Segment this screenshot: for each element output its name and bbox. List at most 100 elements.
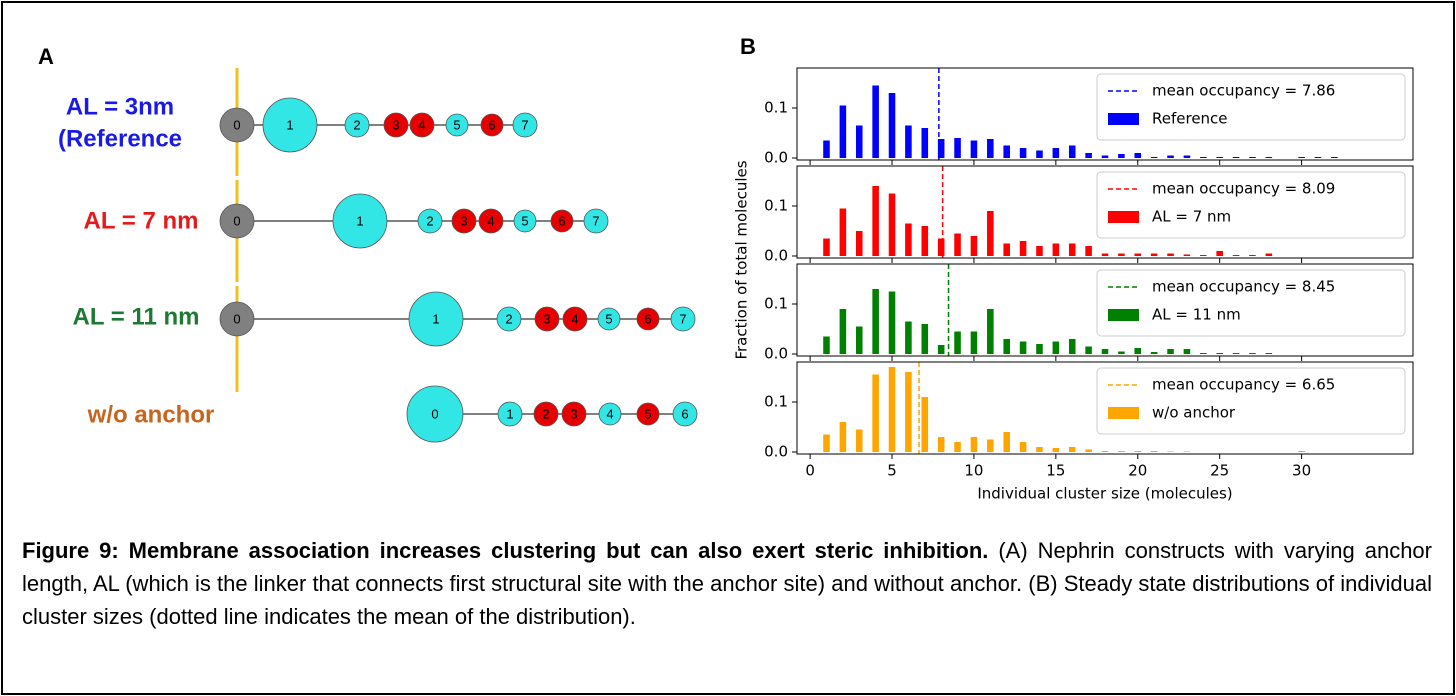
axes-frame bbox=[796, 263, 1414, 357]
bar bbox=[855, 326, 863, 354]
bar bbox=[855, 125, 863, 158]
site-label: 6 bbox=[644, 311, 651, 326]
bar bbox=[823, 140, 830, 158]
bar bbox=[855, 231, 863, 256]
site-label: 0 bbox=[233, 117, 240, 132]
bar bbox=[1134, 153, 1142, 158]
site-label: 6 bbox=[488, 117, 495, 132]
y-tick-label: 0.1 bbox=[764, 99, 788, 117]
bar bbox=[921, 397, 929, 452]
y-tick-label: 0.0 bbox=[764, 149, 788, 167]
site-node bbox=[219, 107, 255, 143]
bar bbox=[1036, 344, 1043, 354]
site-node bbox=[513, 209, 537, 233]
bar bbox=[1200, 255, 1207, 256]
axes-frame bbox=[796, 67, 1414, 161]
site-label: 1 bbox=[432, 311, 439, 326]
bar bbox=[872, 85, 879, 158]
legend-label: AL = 7 nm bbox=[1152, 208, 1231, 226]
site-label: 3 bbox=[570, 406, 577, 421]
bar bbox=[839, 105, 847, 158]
bar bbox=[1183, 254, 1191, 256]
site-label: 7 bbox=[592, 213, 599, 228]
site-label: 0 bbox=[233, 213, 240, 228]
bar bbox=[1036, 150, 1043, 158]
site-node bbox=[636, 307, 660, 331]
bar bbox=[888, 367, 896, 452]
bar bbox=[1134, 348, 1142, 354]
axes-frame bbox=[796, 361, 1414, 455]
bar bbox=[855, 429, 863, 452]
bar bbox=[1183, 155, 1191, 158]
bar bbox=[1298, 451, 1305, 452]
bar bbox=[839, 309, 847, 354]
legend-label: mean occupancy = 7.86 bbox=[1152, 82, 1335, 100]
site-label: 2 bbox=[353, 117, 360, 132]
bar bbox=[1232, 255, 1240, 256]
site-label: 2 bbox=[426, 213, 433, 228]
bar bbox=[970, 140, 978, 158]
bar bbox=[1052, 243, 1060, 256]
bar bbox=[1036, 447, 1043, 452]
bar bbox=[1118, 253, 1125, 256]
site-label: 0 bbox=[233, 311, 240, 326]
y-tick-label: 0.0 bbox=[764, 443, 788, 461]
bar bbox=[1003, 432, 1010, 452]
bar bbox=[1085, 153, 1092, 158]
bar bbox=[987, 139, 994, 158]
site-node bbox=[533, 401, 559, 427]
bar bbox=[1183, 451, 1191, 452]
site-node bbox=[583, 208, 609, 234]
bar bbox=[1118, 451, 1125, 452]
x-tick-label: 30 bbox=[1292, 462, 1311, 480]
bar bbox=[1118, 351, 1125, 354]
bar bbox=[1265, 157, 1273, 158]
site-node bbox=[534, 306, 560, 332]
bar bbox=[1249, 157, 1256, 158]
y-tick-label: 0.1 bbox=[764, 295, 788, 313]
bar bbox=[987, 309, 994, 354]
bar bbox=[954, 331, 961, 354]
bar bbox=[970, 331, 978, 354]
bar bbox=[905, 125, 912, 158]
bar bbox=[1265, 353, 1273, 354]
site-label: 7 bbox=[679, 311, 686, 326]
legend-box bbox=[1096, 73, 1406, 141]
bar bbox=[1216, 353, 1223, 354]
bar bbox=[1052, 341, 1060, 354]
panel-label: B bbox=[740, 34, 756, 59]
legend-label: AL = 11 nm bbox=[1152, 306, 1241, 324]
y-axis-label: Fraction of total molecules bbox=[733, 160, 751, 359]
bar bbox=[1085, 346, 1092, 354]
caption-text: (A) Nephrin constructs with varying anch… bbox=[22, 538, 1432, 629]
bar bbox=[1068, 145, 1076, 158]
site-node bbox=[219, 203, 255, 239]
bar bbox=[1101, 253, 1109, 256]
bar bbox=[1183, 349, 1191, 354]
bar bbox=[872, 289, 879, 354]
bar bbox=[905, 372, 912, 452]
site-node bbox=[636, 402, 660, 426]
bar bbox=[1052, 448, 1060, 452]
bar bbox=[1118, 154, 1125, 158]
bar bbox=[1167, 451, 1174, 452]
bar bbox=[1249, 255, 1256, 256]
legend-swatch bbox=[1108, 407, 1139, 419]
bar bbox=[1019, 148, 1027, 158]
site-label: 4 bbox=[571, 311, 578, 326]
bar bbox=[1003, 339, 1010, 354]
bar bbox=[1019, 341, 1027, 354]
bar bbox=[1003, 145, 1010, 158]
site-node bbox=[262, 97, 318, 153]
bar bbox=[872, 186, 879, 256]
caption: Figure 9: Membrane association increases… bbox=[22, 534, 1432, 633]
site-node bbox=[670, 306, 696, 332]
site-label: 1 bbox=[506, 406, 513, 421]
site-node bbox=[332, 193, 388, 249]
bar bbox=[954, 138, 961, 158]
bar bbox=[1167, 349, 1174, 354]
bar bbox=[823, 434, 830, 452]
site-node bbox=[451, 208, 477, 234]
y-tick-label: 0.0 bbox=[764, 345, 788, 363]
site-label: 5 bbox=[644, 406, 651, 421]
